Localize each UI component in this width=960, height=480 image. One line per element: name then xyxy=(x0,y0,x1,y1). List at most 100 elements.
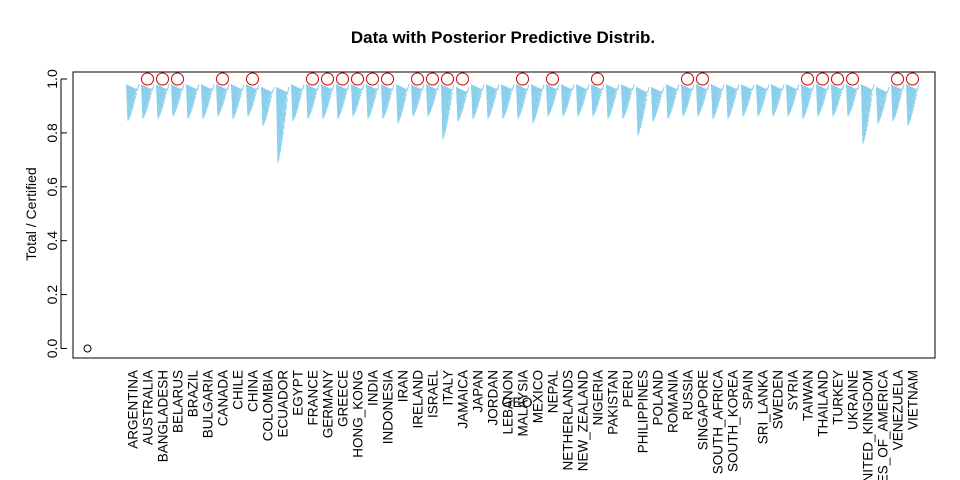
posterior-draw xyxy=(580,86,583,108)
posterior-draw xyxy=(745,86,748,108)
posterior-fan xyxy=(351,84,365,117)
observed-point xyxy=(411,72,424,86)
posterior-draw xyxy=(720,88,723,92)
posterior-fan xyxy=(411,84,425,117)
posterior-draw xyxy=(371,87,375,104)
x-tick-label: VIETNAM xyxy=(906,370,921,430)
x-tick-label: RUSSIA xyxy=(681,370,696,420)
posterior-draw xyxy=(375,88,378,92)
posterior-draw xyxy=(821,86,824,105)
posterior-draw xyxy=(734,88,737,95)
posterior-draw xyxy=(670,86,673,109)
posterior-draw xyxy=(503,85,507,114)
posterior-draw xyxy=(292,85,296,118)
posterior-draw xyxy=(792,87,796,100)
posterior-draw xyxy=(577,85,581,114)
posterior-draw xyxy=(851,87,855,103)
posterior-draw xyxy=(251,87,255,103)
posterior-draw xyxy=(591,84,595,116)
y-axis-label: Total / Certified xyxy=(23,167,39,260)
posterior-draw xyxy=(582,87,586,100)
posterior-draw xyxy=(675,88,678,92)
posterior-draw xyxy=(597,87,601,100)
posterior-draw xyxy=(281,89,285,129)
posterior-draw xyxy=(836,87,840,103)
posterior-draw xyxy=(671,87,675,104)
posterior-draw xyxy=(433,88,437,97)
posterior-draw xyxy=(683,85,687,112)
posterior-draw xyxy=(426,84,430,116)
posterior-draw xyxy=(186,84,189,119)
posterior-draw xyxy=(306,84,309,119)
posterior-draw xyxy=(217,85,221,114)
posterior-draw xyxy=(401,87,405,106)
posterior-draw xyxy=(658,90,662,101)
posterior-draw xyxy=(906,84,910,125)
observed-point xyxy=(426,72,439,86)
posterior-draw xyxy=(179,88,182,94)
posterior-draw xyxy=(396,84,400,122)
posterior-draw xyxy=(833,85,837,112)
posterior-draw xyxy=(330,88,333,92)
posterior-draw xyxy=(371,86,374,107)
posterior-draw xyxy=(808,88,812,98)
posterior-draw xyxy=(547,85,551,114)
posterior-draw xyxy=(432,87,436,100)
posterior-draw xyxy=(611,87,615,104)
posterior-draw xyxy=(478,88,482,98)
posterior-draw xyxy=(729,86,732,112)
posterior-draw xyxy=(872,84,875,90)
posterior-draw xyxy=(310,86,313,109)
posterior-draw xyxy=(656,89,659,109)
posterior-draw xyxy=(628,88,632,98)
posterior-draw xyxy=(825,88,828,91)
posterior-draw xyxy=(596,87,600,103)
posterior-fan xyxy=(186,84,200,119)
posterior-draw xyxy=(776,87,780,103)
posterior-draw xyxy=(312,87,316,101)
x-tick-label: BELARUS xyxy=(171,370,186,433)
posterior-draw xyxy=(794,88,797,94)
posterior-fan xyxy=(231,84,245,119)
posterior-draw xyxy=(355,86,358,108)
posterior-draw xyxy=(537,87,541,103)
posterior-draw xyxy=(561,84,564,117)
posterior-draw xyxy=(726,84,729,119)
posterior-draw xyxy=(441,84,445,138)
posterior-draw xyxy=(846,84,849,117)
posterior-draw xyxy=(672,87,676,101)
posterior-draw xyxy=(311,87,315,104)
posterior-draw xyxy=(902,84,905,90)
posterior-fan xyxy=(516,84,530,119)
posterior-draw xyxy=(718,88,722,98)
posterior-draw xyxy=(257,84,260,90)
posterior-draw xyxy=(434,88,437,94)
posterior-draw xyxy=(205,86,208,109)
posterior-draw xyxy=(417,87,421,100)
posterior-draw xyxy=(839,88,842,94)
posterior-draw xyxy=(656,89,660,107)
posterior-draw xyxy=(576,84,579,117)
posterior-draw xyxy=(579,86,582,110)
observed-point xyxy=(366,72,379,86)
posterior-draw xyxy=(276,87,280,160)
posterior-draw xyxy=(231,84,234,119)
posterior-draw xyxy=(359,88,362,94)
observed-point xyxy=(441,72,454,86)
posterior-draw xyxy=(344,88,347,95)
posterior-draw xyxy=(459,88,462,115)
posterior-draw xyxy=(127,85,131,118)
posterior-draw xyxy=(780,88,783,91)
observed-point xyxy=(246,72,259,86)
posterior-draw xyxy=(461,89,465,107)
posterior-draw xyxy=(593,85,597,112)
posterior-fan xyxy=(426,84,440,117)
posterior-draw xyxy=(711,84,715,118)
posterior-draw xyxy=(711,84,714,119)
posterior-draw xyxy=(866,87,870,118)
posterior-draw xyxy=(747,87,751,100)
posterior-draw xyxy=(867,87,871,113)
posterior-draw xyxy=(341,86,344,107)
posterior-draw xyxy=(392,84,395,90)
posterior-draw xyxy=(383,85,387,114)
